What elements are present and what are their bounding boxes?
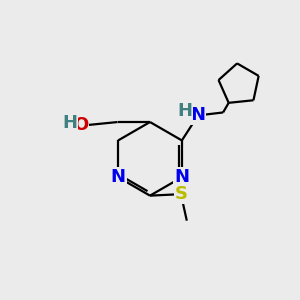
Text: H: H xyxy=(177,102,192,120)
Text: O: O xyxy=(73,116,88,134)
Text: S: S xyxy=(174,185,188,203)
Text: N: N xyxy=(111,168,126,186)
Text: H: H xyxy=(62,115,77,133)
Text: N: N xyxy=(174,168,189,186)
Text: N: N xyxy=(190,106,206,124)
